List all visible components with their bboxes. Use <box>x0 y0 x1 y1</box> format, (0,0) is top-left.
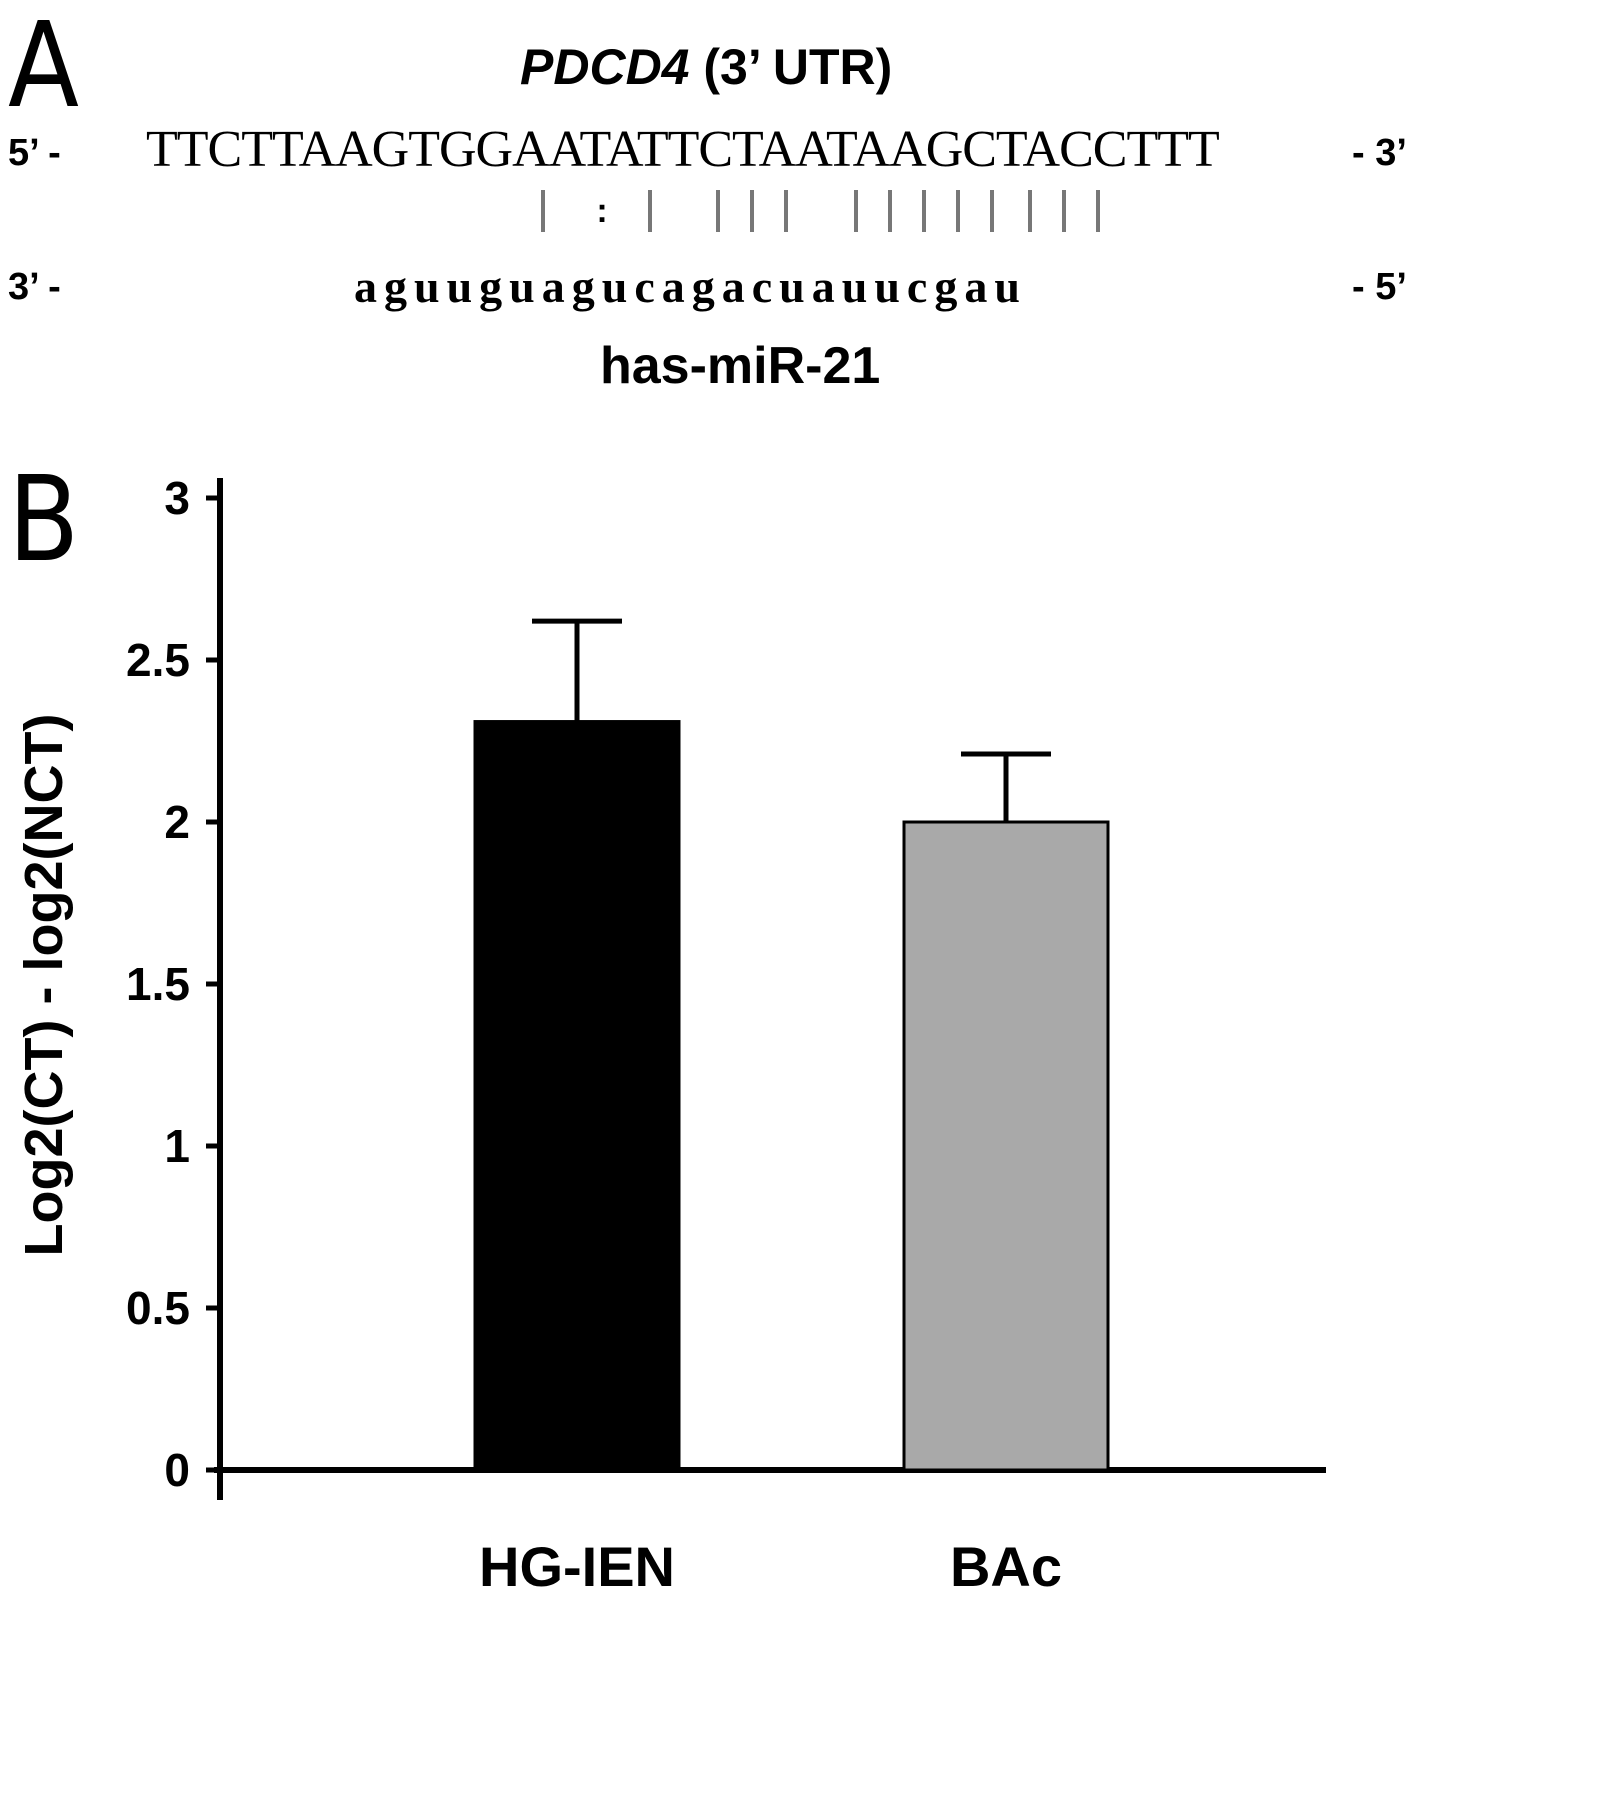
y-axis-title: Log2(CT) - log2(NCT) <box>14 714 74 1257</box>
base-pairing-marks: : <box>541 190 1100 232</box>
y-tick-label: 2.5 <box>126 634 190 686</box>
target-3prime-end: - 3’ <box>1352 132 1407 174</box>
y-tick-label: 2 <box>164 796 190 848</box>
y-tick-label: 0 <box>164 1444 190 1496</box>
y-tick-label: 1 <box>164 1120 190 1172</box>
mirna-5prime-end: - 5’ <box>1352 266 1407 308</box>
mirna-3prime-end: 3’ - <box>8 266 61 308</box>
y-tick-label: 0.5 <box>126 1282 190 1334</box>
panel-a-letter: A <box>8 0 80 134</box>
mirna-name: has-miR-21 <box>600 337 881 395</box>
y-tick-label: 3 <box>164 472 190 524</box>
target-sequence: TTCTTAAGTGGAATATTCTAATAAGCTACCTTT <box>146 121 1220 178</box>
mirna-sequence: aguuguagucagacuauucgau <box>354 261 1027 312</box>
bar-hg-ien <box>473 720 681 1472</box>
wobble-pair-mark: : <box>596 192 607 230</box>
gene-region: (3’ UTR) <box>703 39 893 95</box>
category-label: BAc <box>950 1535 1062 1598</box>
gene-name: PDCD4 <box>520 39 690 95</box>
panel-b-letter: B <box>8 450 80 588</box>
gene-title: PDCD4 (3’ UTR) <box>520 38 892 96</box>
y-tick-label: 1.5 <box>126 958 190 1010</box>
target-5prime-end: 5’ - <box>8 132 61 174</box>
category-label: HG-IEN <box>479 1535 675 1598</box>
bar-bac <box>902 820 1110 1472</box>
